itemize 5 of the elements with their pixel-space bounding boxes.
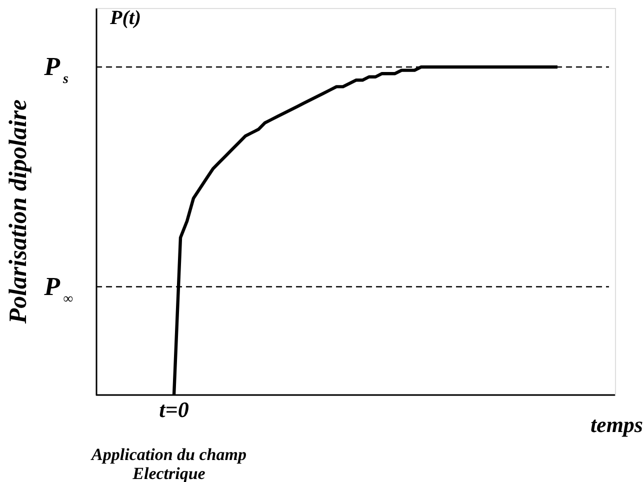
- ref-line-label: P∞: [43, 272, 73, 307]
- x-axis-title: temps: [590, 412, 643, 437]
- text: t=0: [159, 397, 189, 422]
- text: P(t): [109, 7, 142, 29]
- y-axis-title: Polarisation dipolaire: [5, 99, 32, 325]
